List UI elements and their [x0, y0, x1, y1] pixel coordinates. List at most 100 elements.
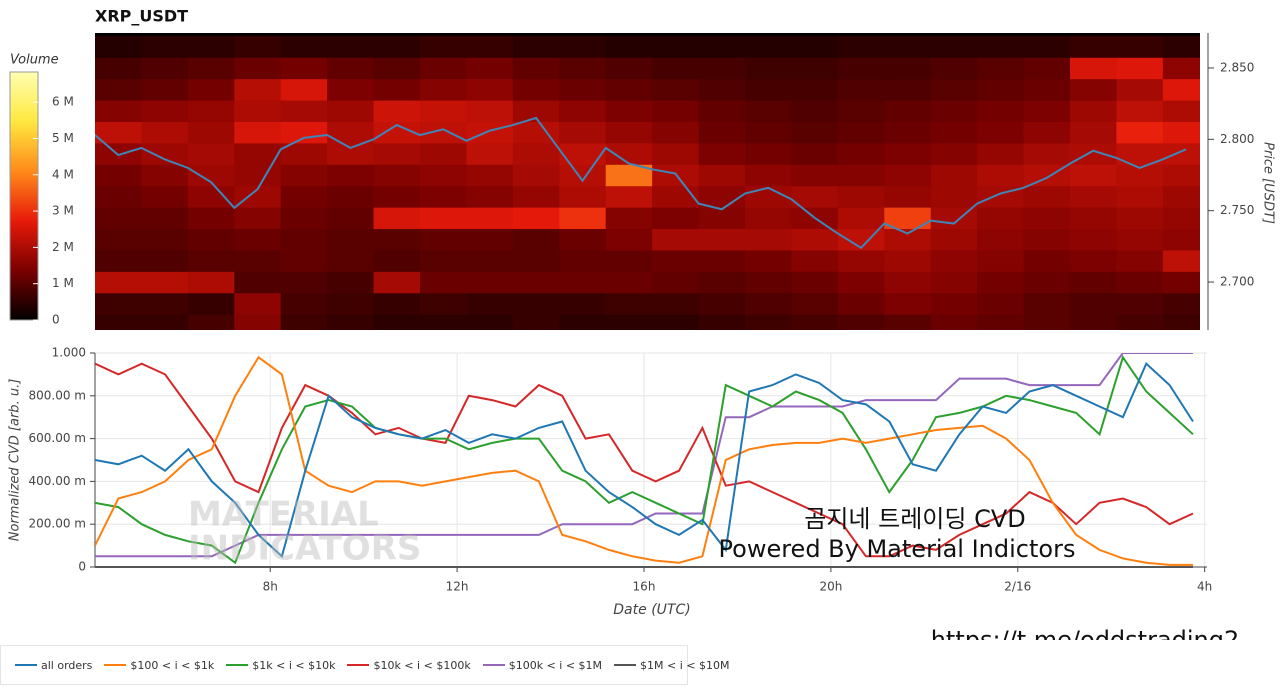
series-group — [95, 353, 1194, 568]
heatmap-cell — [837, 78, 885, 101]
heatmap-cell — [1116, 57, 1164, 80]
heatmap-cell — [930, 185, 978, 208]
y-tick-label: 400.00 m — [29, 474, 87, 488]
heatmap-cell — [466, 185, 514, 208]
heatmap-cell — [791, 314, 839, 330]
heatmap-cell — [187, 314, 235, 330]
heatmap-cell — [745, 142, 792, 165]
heatmap-cell — [977, 249, 1025, 272]
heatmap-cell — [187, 100, 235, 122]
legend-item[interactable]: $100k < i < $1M — [482, 658, 603, 672]
heatmap-cell — [512, 142, 560, 165]
heatmap-cell — [652, 249, 700, 272]
heatmap-cell — [698, 292, 746, 315]
heatmap-cell — [512, 185, 560, 208]
heatmap-cell — [234, 185, 282, 208]
heatmap-cell — [1116, 78, 1164, 101]
heatmap-cell — [280, 185, 328, 208]
legend-item[interactable]: $1k < i < $10k — [226, 659, 335, 672]
legend-item[interactable]: all orders — [15, 659, 92, 672]
heatmap-cell — [1116, 121, 1164, 144]
heatmap-cell — [373, 142, 421, 165]
heatmap-cell — [466, 249, 514, 272]
heatmap-cell — [652, 207, 700, 230]
series-line — [95, 355, 1193, 566]
heatmap-cell — [187, 35, 235, 58]
x-tick-label: 16h — [633, 580, 656, 594]
heatmap-cell — [884, 57, 932, 80]
heatmap-cell — [373, 164, 421, 187]
heatmap-cell — [605, 164, 653, 187]
heatmap-cell — [327, 271, 375, 294]
heatmap-cell — [745, 271, 792, 294]
x-tick-label: 4h — [1197, 580, 1212, 594]
heatmap-cell — [1116, 249, 1164, 272]
colorbar-tick-label: 3 M — [52, 204, 74, 218]
heatmap-cell — [280, 35, 328, 58]
heatmap-cell — [512, 57, 560, 80]
colorbar-tick-label: 6 M — [52, 95, 74, 109]
heatmap-cell — [605, 185, 653, 208]
legend-item[interactable]: $10k < i < $100k — [347, 659, 471, 672]
heatmap-cell — [605, 207, 653, 230]
heatmap-cell — [930, 57, 978, 80]
y-tick-label: 2.700 — [1220, 275, 1254, 289]
heatmap-cell — [420, 228, 467, 251]
heatmap-cell — [837, 314, 885, 330]
heatmap-cell — [420, 249, 467, 272]
heatmap-cell — [420, 164, 467, 187]
heatmap-cell — [791, 164, 839, 187]
heatmap-cell — [187, 228, 235, 251]
heatmap-cell — [420, 121, 467, 144]
heatmap-cell — [698, 142, 746, 165]
x-tick-label: 2/16 — [1004, 580, 1031, 594]
legend-swatch — [15, 664, 37, 666]
heatmap-cell — [280, 57, 328, 80]
heatmap-cell — [745, 121, 792, 144]
y-tick-label: 600.00 m — [29, 431, 87, 445]
heatmap-cell — [327, 142, 375, 165]
heatmap-cell — [1162, 57, 1200, 80]
heatmap-cell — [652, 35, 700, 58]
heatmap-cell — [373, 249, 421, 272]
heatmap-cell — [95, 207, 142, 230]
legend: all orders $100 < i < $1k $1k < i < $10k $1… — [0, 645, 729, 685]
heatmap-cell — [95, 164, 142, 187]
heatmap-cell — [1023, 121, 1071, 144]
heatmap-cell — [1162, 78, 1200, 101]
watermark: MATERIAL — [188, 495, 379, 535]
heatmap-cell — [1116, 100, 1164, 122]
heatmap-cell — [698, 78, 746, 101]
legend-label: $100k < i < $1M — [508, 658, 603, 672]
heatmap-cell — [1023, 292, 1071, 315]
heatmap-cell — [327, 57, 375, 80]
heatmap-cell — [373, 207, 421, 230]
legend-label: $1M < i < $10M — [640, 658, 730, 672]
legend-item[interactable]: $1M < i < $10M — [614, 659, 729, 672]
heatmap-cell — [884, 249, 932, 272]
heatmap-cell — [280, 142, 328, 165]
heatmap-cell — [512, 35, 560, 58]
heatmap-cell — [977, 142, 1025, 165]
heatmap-cell — [1116, 164, 1164, 187]
heatmap-cell — [141, 142, 189, 165]
heatmap-cell — [141, 100, 189, 122]
heatmap-cell — [652, 57, 700, 80]
heatmap-cell — [187, 164, 235, 187]
heatmap-cell — [512, 164, 560, 187]
heatmap-cell — [930, 249, 978, 272]
heatmap-cell — [95, 121, 142, 144]
heatmap-cell — [512, 271, 560, 294]
heatmap-cell — [512, 249, 560, 272]
legend-item[interactable]: $100 < i < $1k — [104, 659, 214, 672]
heatmap-cell — [466, 271, 514, 294]
heatmap-cell — [605, 249, 653, 272]
heatmap-cell — [698, 314, 746, 330]
heatmap-cell — [791, 249, 839, 272]
heatmap-cell — [837, 57, 885, 80]
price-line — [95, 116, 1187, 250]
heatmap-cell — [605, 57, 653, 80]
heatmap-cell — [605, 314, 653, 330]
series-line — [95, 362, 1194, 558]
heatmap-cell — [930, 121, 978, 144]
